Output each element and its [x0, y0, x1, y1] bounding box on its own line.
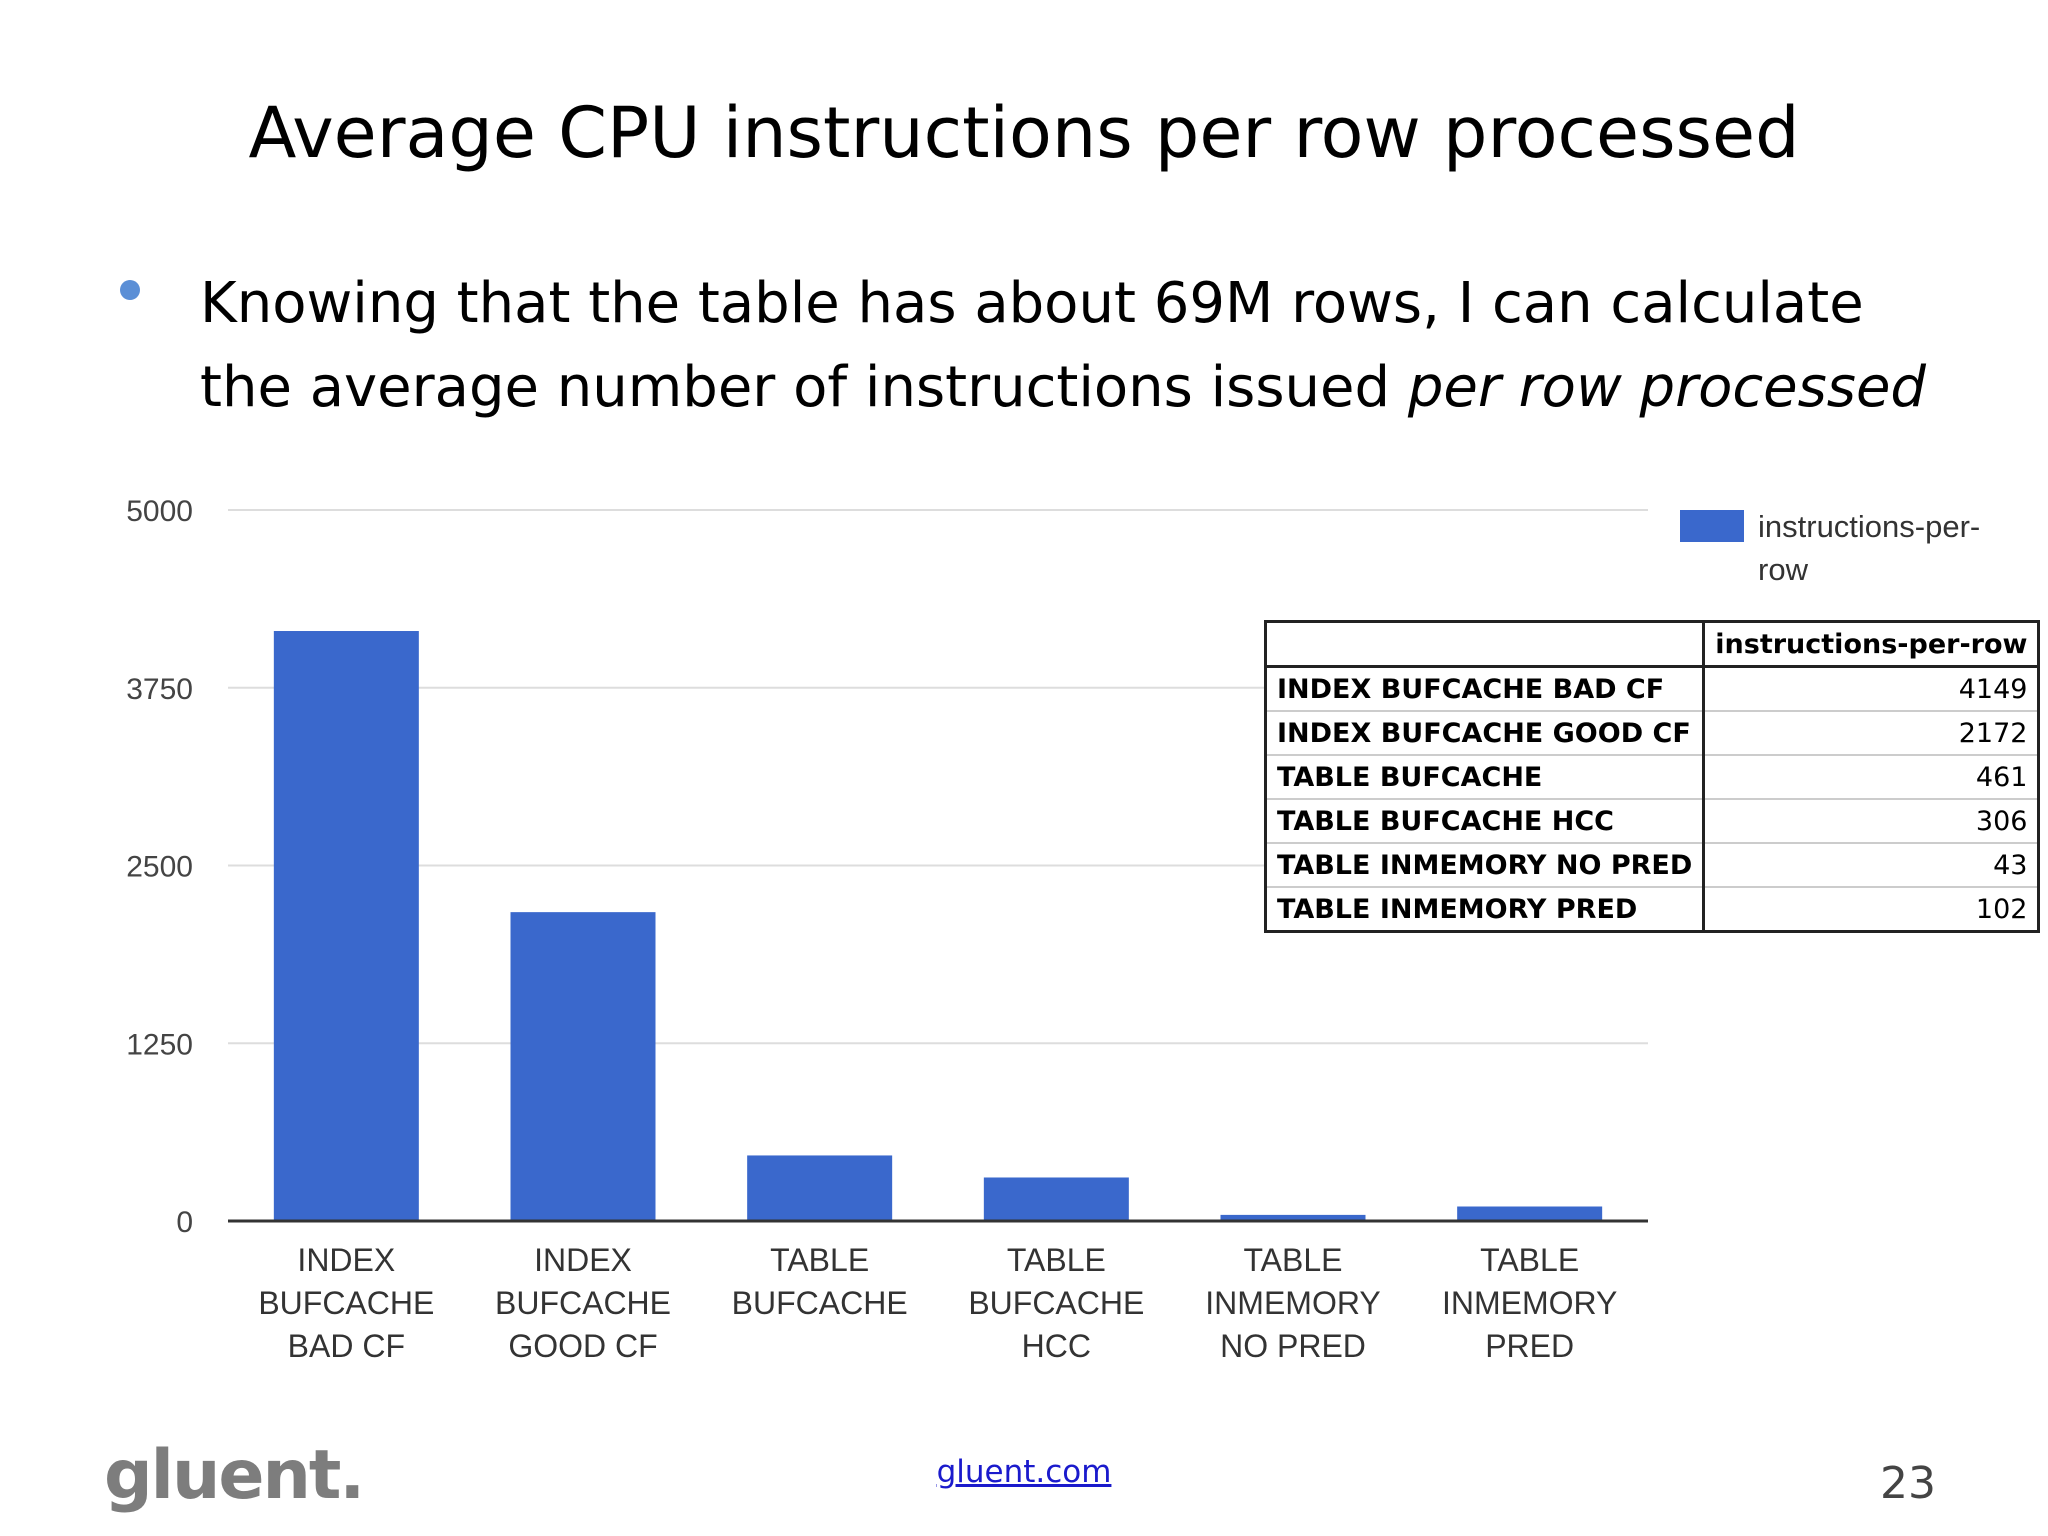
page-number: 23	[1880, 1458, 1936, 1509]
x-category-label: INDEX BUFCACHE GOOD CF	[495, 1242, 671, 1364]
x-category-label: TABLE INMEMORY PRED	[1442, 1242, 1617, 1364]
bar	[1220, 1214, 1366, 1221]
table-cell-label: TABLE INMEMORY NO PRED	[1265, 843, 1706, 888]
table-row: TABLE BUFCACHE HCC 306	[1265, 799, 2039, 844]
table-cell-value: 4149	[1703, 666, 2039, 712]
y-tick-label: 5000	[126, 495, 193, 528]
table-row: TABLE INMEMORY PRED 102	[1265, 887, 2039, 932]
table-cell-value: 102	[1975, 893, 2028, 925]
x-category-label: TABLE BUFCACHE	[732, 1242, 908, 1321]
x-category-label: TABLE BUFCACHE HCC	[968, 1242, 1144, 1364]
bullet-emphasis: per row processed	[1407, 355, 1926, 420]
gluent-logo: gluent.	[104, 1436, 365, 1515]
bullet-main-text: Knowing that the table has about 69M row…	[200, 271, 1864, 420]
table-row: INDEX BUFCACHE BAD CF 4149	[1265, 666, 2039, 712]
bar	[510, 912, 656, 1221]
table-row: TABLE INMEMORY NO PRED 43	[1265, 843, 2039, 888]
table-cell-label: INDEX BUFCACHE GOOD CF	[1265, 711, 1706, 756]
y-tick-label: 2500	[126, 851, 193, 884]
table-cell-value: 2172	[1703, 711, 2039, 756]
data-table: instructions-per-row INDEX BUFCACHE BAD …	[1264, 620, 2041, 933]
footer-link[interactable]: gluent.com	[936, 1454, 1112, 1490]
bar-chart: 0 1250 2500 3750 5000 INDEX BUFCACHE BAD CF INDE…	[126, 495, 1980, 1364]
table-cell-value: 43	[1703, 843, 2039, 888]
table-cell-value: 306	[1703, 799, 2039, 844]
table-header-cell-0	[1265, 621, 1706, 668]
table-header-row: instructions-per-row	[1265, 621, 2039, 668]
bar	[273, 631, 419, 1221]
table-header-cell-1: instructions-per-row	[1703, 621, 2039, 668]
bullet-text: Knowing that the table has about 69M row…	[200, 262, 1960, 430]
x-category-label: INDEX BUFCACHE BAD CF	[258, 1242, 434, 1364]
table-row: TABLE BUFCACHE 461	[1265, 755, 2039, 800]
y-tick-label: 1250	[126, 1028, 193, 1061]
y-tick-label: 3750	[126, 673, 193, 706]
table-cell-label: TABLE BUFCACHE	[1265, 755, 1706, 800]
table-cell-label: TABLE INMEMORY PRED	[1265, 887, 1706, 932]
bar	[983, 1177, 1129, 1221]
slide-title: Average CPU instructions per row process…	[248, 92, 1800, 174]
x-category-label: TABLE INMEMORY NO PRED	[1205, 1242, 1380, 1364]
table-row: INDEX BUFCACHE GOOD CF 2172	[1265, 711, 2039, 756]
bar	[747, 1155, 893, 1221]
table-cell-label: TABLE BUFCACHE HCC	[1265, 799, 1706, 844]
bar	[1457, 1206, 1603, 1221]
y-tick-label: 0	[176, 1206, 193, 1239]
table-cell-value: 461	[1703, 755, 2039, 800]
legend-label: instructions-per-row	[1758, 509, 1980, 587]
legend-swatch	[1680, 510, 1744, 542]
bullet-dot	[120, 280, 140, 300]
table-cell-label: INDEX BUFCACHE BAD CF	[1265, 666, 1706, 712]
